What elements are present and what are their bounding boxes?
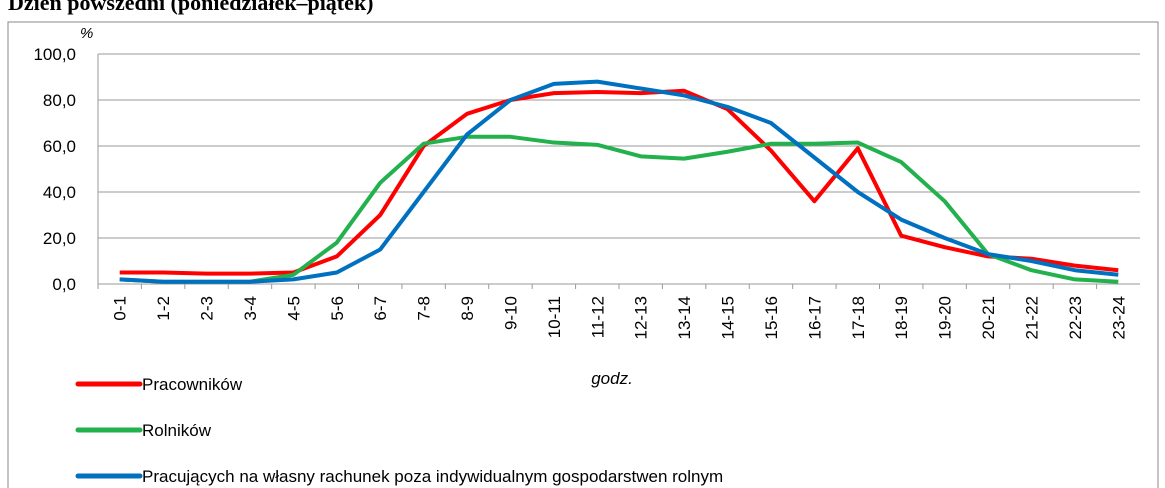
x-tick-label: 15-16 [762, 296, 781, 339]
chart-title: Dzień powszedni (poniedziałek–piątek) [8, 0, 373, 15]
x-tick-label: 5-6 [328, 296, 347, 321]
y-tick-label: 20,0 [43, 229, 76, 248]
x-tick-label: 14-15 [719, 296, 738, 339]
x-tick-label: 12-13 [632, 296, 651, 339]
x-tick-label: 7-8 [415, 296, 434, 321]
x-tick-label: 10-11 [545, 296, 564, 338]
y-tick-label: 80,0 [43, 91, 76, 110]
series-line [119, 134, 1119, 284]
legend-label: Pracowników [142, 375, 243, 394]
x-tick-label: 23-24 [1109, 296, 1128, 339]
y-tick-label: 0,0 [52, 275, 76, 294]
x-tick-label: 4-5 [284, 296, 303, 321]
y-tick-label: 40,0 [43, 183, 76, 202]
x-tick-label: 18-19 [892, 296, 911, 339]
x-tick-label: 19-20 [936, 296, 955, 339]
chart-border [7, 21, 1159, 488]
x-tick-label: 1-2 [154, 296, 173, 321]
x-tick-label: 17-18 [849, 296, 868, 339]
x-tick-label: 20-21 [979, 296, 998, 339]
x-tick-label: 2-3 [198, 296, 217, 321]
series-line [119, 88, 1119, 276]
legend-label: Rolników [142, 421, 212, 440]
x-tick-label: 6-7 [371, 296, 390, 321]
legend-label: Pracujących na własny rachunek poza indy… [142, 467, 723, 486]
x-tick-label: 16-17 [805, 296, 824, 339]
series-line [119, 79, 1119, 284]
x-tick-label: 8-9 [458, 296, 477, 321]
y-tick-label: 100,0 [33, 45, 76, 64]
x-tick-label: 13-14 [675, 296, 694, 339]
x-tick-label: 21-22 [1022, 296, 1041, 339]
x-tick-label: 0-1 [111, 296, 130, 321]
x-tick-label: 22-23 [1066, 296, 1085, 339]
x-axis-label: godz. [591, 369, 633, 388]
x-tick-label: 3-4 [241, 296, 260, 321]
x-tick-label: 11-12 [588, 296, 607, 338]
x-tick-label: 9-10 [501, 296, 520, 330]
y-unit: % [80, 25, 93, 42]
y-tick-label: 60,0 [43, 137, 76, 156]
